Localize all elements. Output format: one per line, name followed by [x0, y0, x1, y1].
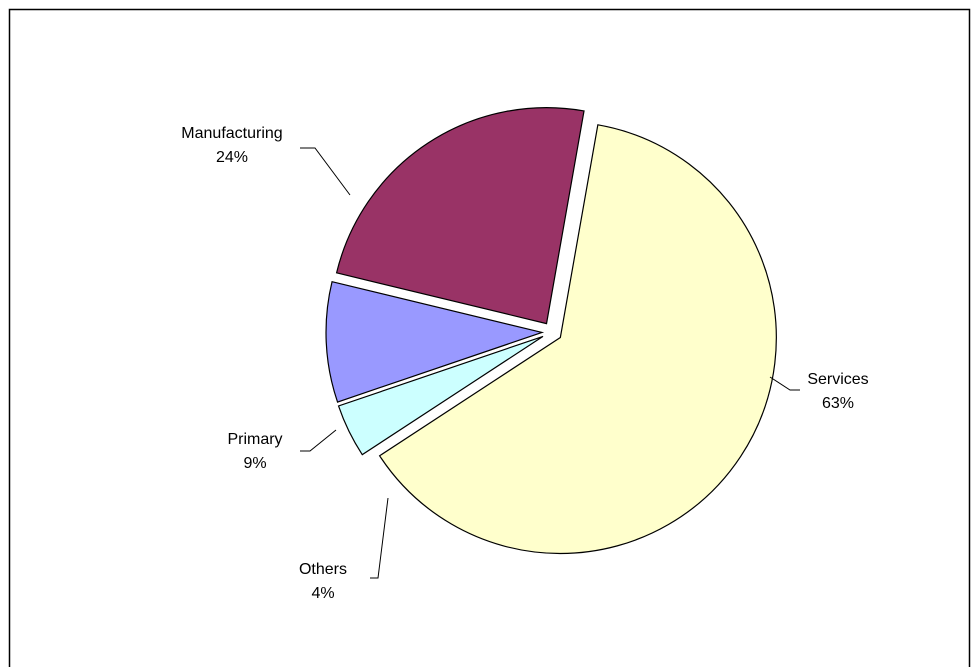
slice-percent-manufacturing: 24%	[216, 149, 248, 166]
slice-percent-others: 4%	[311, 585, 334, 602]
slice-label-primary: Primary	[227, 431, 282, 448]
slice-label-services: Services	[807, 371, 868, 388]
chart-border	[8, 8, 971, 672]
slices-layer	[325, 107, 777, 555]
pie-slice-services	[378, 124, 777, 555]
slice-label-others: Others	[299, 561, 347, 578]
slice-label-manufacturing: Manufacturing	[181, 125, 282, 142]
pie-slice-manufacturing	[335, 107, 585, 325]
pie-slice-others	[337, 335, 544, 456]
leader-lines-layer	[300, 147, 800, 579]
leader-line-services	[769, 376, 800, 391]
labels-layer: Services 63% Others 4% Primary 9% Manufacturin…	[181, 125, 868, 602]
leader-line-others	[370, 497, 389, 579]
leader-line-manufacturing	[300, 147, 351, 196]
slice-percent-services: 63%	[822, 395, 854, 412]
pie-slice-primary	[325, 280, 545, 403]
leader-line-primary	[300, 429, 337, 452]
slice-percent-primary: 9%	[243, 455, 266, 472]
